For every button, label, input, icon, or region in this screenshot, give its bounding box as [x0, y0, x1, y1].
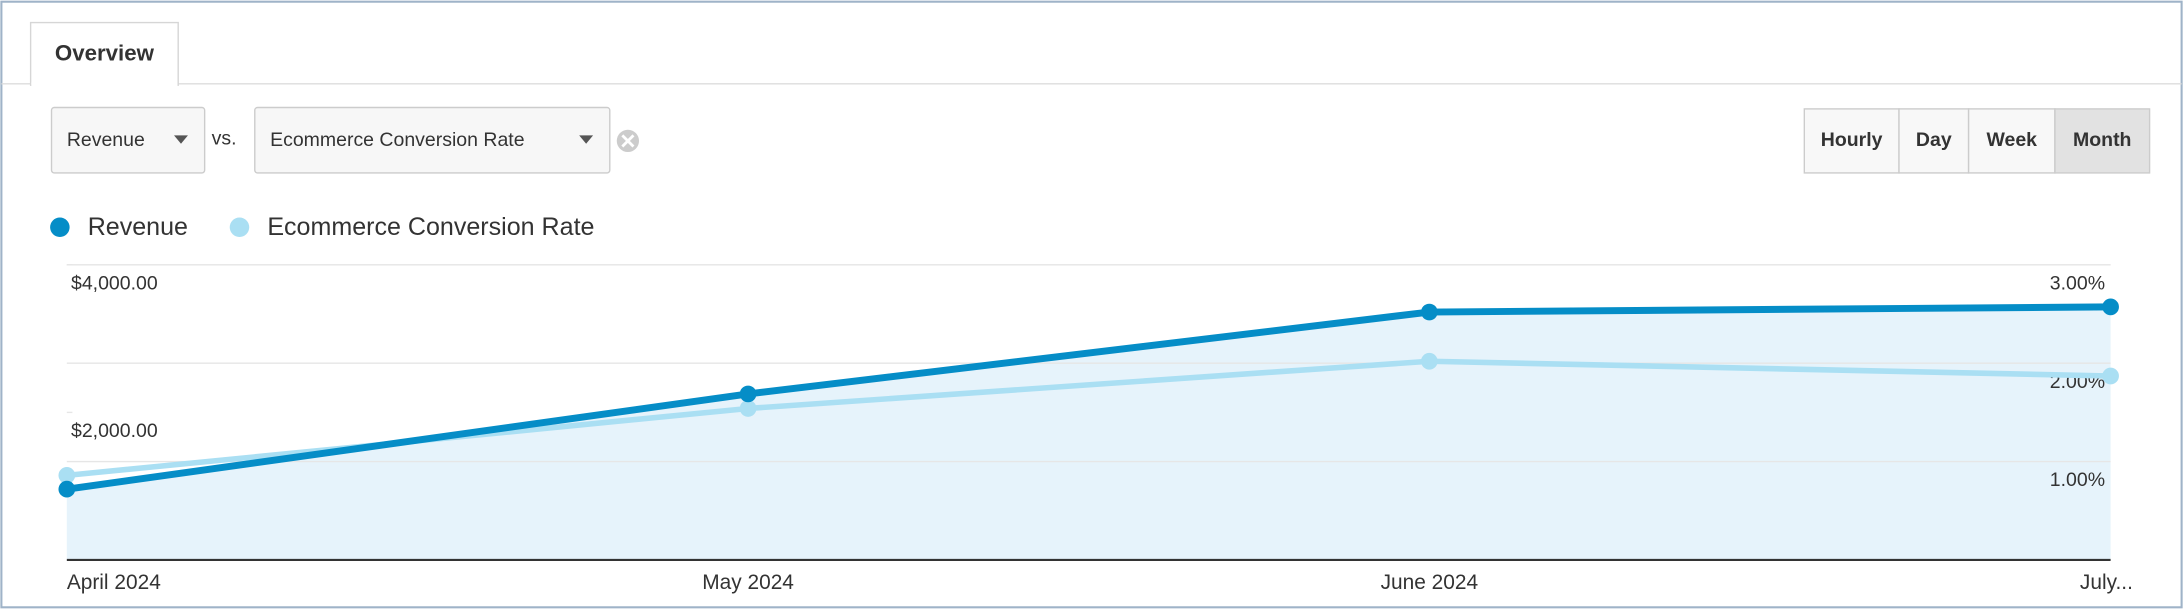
- data-point: [1420, 352, 1438, 370]
- dropdown[interactable]: [50, 106, 206, 174]
- legend-label: Revenue: [88, 213, 188, 241]
- data-point: [2102, 298, 2119, 316]
- interval-button[interactable]: [2054, 108, 2151, 174]
- dropdown-arrow: [174, 135, 188, 144]
- interval-button[interactable]: [1803, 108, 1900, 174]
- tab-cover: [31, 82, 178, 87]
- data-point: [58, 480, 76, 498]
- area: [66, 306, 2111, 560]
- y2-tick-label: 1.00%: [2050, 469, 2105, 491]
- interval-label[interactable]: Hourly: [1821, 129, 1883, 151]
- x-tick-label: June 2024: [1381, 571, 1479, 594]
- data-point: [58, 467, 76, 484]
- x-tick-label: April 2024: [67, 571, 161, 594]
- dropdown[interactable]: [254, 106, 611, 174]
- dropdown-arrow: [579, 135, 594, 144]
- dropdown-label[interactable]: Ecommerce Conversion Rate: [270, 129, 524, 151]
- data-point: [1420, 303, 1438, 321]
- data-point: [2102, 367, 2119, 385]
- tab-label[interactable]: Overview: [55, 40, 155, 65]
- legend-label: Ecommerce Conversion Rate: [267, 213, 594, 241]
- y2-tick-label: 3.00%: [2050, 272, 2105, 294]
- interval-label[interactable]: Week: [1986, 129, 2037, 151]
- tab[interactable]: [29, 21, 179, 86]
- y-tick-label: $4,000.00: [71, 272, 158, 294]
- remove-icon: [621, 134, 635, 148]
- legend-marker: [229, 217, 250, 237]
- x-tick-label: May 2024: [702, 571, 794, 594]
- dropdown-label[interactable]: Revenue: [67, 129, 145, 151]
- data-point: [739, 385, 757, 403]
- y-tick-label: $2,000.00: [71, 420, 158, 442]
- vs-label: vs.: [212, 128, 237, 150]
- legend-marker: [50, 217, 70, 237]
- data-point: [739, 400, 757, 417]
- x-tick-label: July...: [2080, 571, 2133, 594]
- interval-button[interactable]: [1898, 108, 1970, 174]
- series-line: [66, 303, 2111, 493]
- interval-label[interactable]: Day: [1916, 129, 1952, 151]
- interval-label[interactable]: Month: [2073, 129, 2131, 151]
